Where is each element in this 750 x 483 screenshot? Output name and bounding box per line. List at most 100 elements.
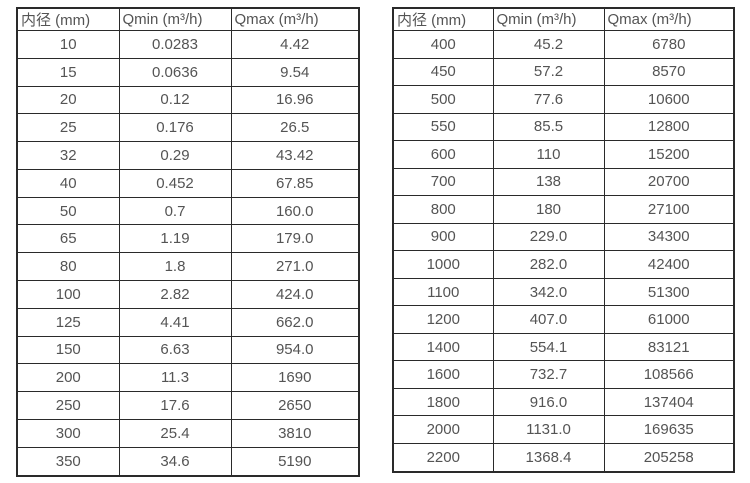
diameter-cell: 700 bbox=[392, 167, 494, 197]
qmin-cell: 0.0283 bbox=[118, 30, 232, 59]
table-row: 2200 1368.4 205258 bbox=[392, 442, 735, 473]
diameter-cell: 250 bbox=[16, 391, 120, 420]
table-row: 1000 282.0 42400 bbox=[392, 250, 735, 279]
diameter-cell: 40 bbox=[16, 168, 120, 198]
table-row: 2000 1131.0 169635 bbox=[392, 415, 735, 444]
diameter-cell: 350 bbox=[16, 446, 120, 477]
table-row: 65 1.19 179.0 bbox=[16, 224, 360, 254]
qmin-cell: 110 bbox=[492, 140, 605, 169]
table-row: 900 229.0 34300 bbox=[392, 222, 735, 252]
qmax-cell: 83121 bbox=[603, 332, 735, 362]
qmin-cell: 1368.4 bbox=[492, 442, 605, 473]
qmin-cell: 34.6 bbox=[118, 446, 232, 477]
qmax-cell: 16.96 bbox=[230, 85, 360, 115]
table-row: 700 138 20700 bbox=[392, 167, 735, 197]
qmax-cell: 271.0 bbox=[230, 252, 360, 282]
qmax-cell: 20700 bbox=[603, 167, 735, 197]
qmin-cell: 1.19 bbox=[118, 224, 232, 254]
qmin-cell: 180 bbox=[492, 195, 605, 224]
header-row: 内径 (mm) Qmin (m³/h) Qmax (m³/h) bbox=[16, 7, 360, 31]
qmin-cell: 77.6 bbox=[492, 85, 605, 114]
table-row: 25 0.176 26.5 bbox=[16, 113, 360, 143]
diameter-cell: 1400 bbox=[392, 332, 494, 362]
diameter-cell: 10 bbox=[16, 30, 120, 59]
qmax-cell: 15200 bbox=[603, 140, 735, 169]
table-row: 20 0.12 16.96 bbox=[16, 85, 360, 115]
diameter-cell: 800 bbox=[392, 195, 494, 224]
qmax-cell: 108566 bbox=[603, 360, 735, 389]
qmax-cell: 8570 bbox=[603, 57, 735, 87]
qmin-cell: 407.0 bbox=[492, 305, 605, 334]
table-row: 40 0.452 67.85 bbox=[16, 168, 360, 198]
qmin-cell: 25.4 bbox=[118, 418, 232, 448]
qmin-cell: 0.12 bbox=[118, 85, 232, 115]
table-row: 500 77.6 10600 bbox=[392, 85, 735, 114]
qmin-cell: 0.29 bbox=[118, 141, 232, 170]
table-row: 1400 554.1 83121 bbox=[392, 332, 735, 362]
diameter-cell: 300 bbox=[16, 418, 120, 448]
table-row: 450 57.2 8570 bbox=[392, 57, 735, 87]
table-row: 1200 407.0 61000 bbox=[392, 305, 735, 334]
table-row: 400 45.2 6780 bbox=[392, 30, 735, 59]
header-qmin: Qmin (m³/h) bbox=[492, 7, 605, 31]
header-qmax: Qmax (m³/h) bbox=[230, 7, 360, 31]
table-row: 550 85.5 12800 bbox=[392, 112, 735, 142]
diameter-cell: 200 bbox=[16, 363, 120, 393]
qmax-cell: 26.5 bbox=[230, 113, 360, 143]
table-row: 1800 916.0 137404 bbox=[392, 387, 735, 417]
qmax-cell: 10600 bbox=[603, 85, 735, 114]
flow-table-large-diameters: 内径 (mm) Qmin (m³/h) Qmax (m³/h) 400 45.2 6… bbox=[392, 7, 735, 473]
qmin-cell: 916.0 bbox=[492, 387, 605, 417]
qmin-cell: 138 bbox=[492, 167, 605, 197]
table-row: 300 25.4 3810 bbox=[16, 418, 360, 448]
qmin-cell: 0.452 bbox=[118, 168, 232, 198]
qmax-cell: 27100 bbox=[603, 195, 735, 224]
diameter-cell: 15 bbox=[16, 57, 120, 87]
table-row: 100 2.82 424.0 bbox=[16, 280, 360, 309]
diameter-cell: 450 bbox=[392, 57, 494, 87]
diameter-cell: 600 bbox=[392, 140, 494, 169]
diameter-cell: 65 bbox=[16, 224, 120, 254]
table-row: 350 34.6 5190 bbox=[16, 446, 360, 477]
table-row: 15 0.0636 9.54 bbox=[16, 57, 360, 87]
qmin-cell: 4.41 bbox=[118, 307, 232, 337]
diameter-cell: 400 bbox=[392, 30, 494, 59]
table-row: 125 4.41 662.0 bbox=[16, 307, 360, 337]
table-row: 50 0.7 160.0 bbox=[16, 196, 360, 226]
table-row: 1100 342.0 51300 bbox=[392, 277, 735, 307]
table-row: 200 11.3 1690 bbox=[16, 363, 360, 393]
diameter-cell: 900 bbox=[392, 222, 494, 252]
diameter-cell: 80 bbox=[16, 252, 120, 282]
qmin-cell: 11.3 bbox=[118, 363, 232, 393]
qmax-cell: 662.0 bbox=[230, 307, 360, 337]
qmax-cell: 43.42 bbox=[230, 141, 360, 170]
qmax-cell: 3810 bbox=[230, 418, 360, 448]
qmax-cell: 67.85 bbox=[230, 168, 360, 198]
header-row: 内径 (mm) Qmin (m³/h) Qmax (m³/h) bbox=[392, 7, 735, 31]
diameter-cell: 550 bbox=[392, 112, 494, 142]
qmax-cell: 160.0 bbox=[230, 196, 360, 226]
qmin-cell: 0.7 bbox=[118, 196, 232, 226]
diameter-cell: 150 bbox=[16, 335, 120, 365]
diameter-cell: 1200 bbox=[392, 305, 494, 334]
qmin-cell: 17.6 bbox=[118, 391, 232, 420]
table-row: 600 110 15200 bbox=[392, 140, 735, 169]
qmax-cell: 61000 bbox=[603, 305, 735, 334]
table-body-small: 10 0.0283 4.42 15 0.0636 9.54 20 0.12 16.96 25 0.1… bbox=[16, 30, 360, 477]
header-qmax: Qmax (m³/h) bbox=[603, 7, 735, 31]
table-row: 10 0.0283 4.42 bbox=[16, 30, 360, 59]
table-row: 250 17.6 2650 bbox=[16, 391, 360, 420]
table-row: 32 0.29 43.42 bbox=[16, 141, 360, 170]
qmin-cell: 6.63 bbox=[118, 335, 232, 365]
qmax-cell: 5190 bbox=[230, 446, 360, 477]
qmax-cell: 205258 bbox=[603, 442, 735, 473]
qmax-cell: 2650 bbox=[230, 391, 360, 420]
diameter-cell: 20 bbox=[16, 85, 120, 115]
qmin-cell: 0.176 bbox=[118, 113, 232, 143]
qmax-cell: 51300 bbox=[603, 277, 735, 307]
qmax-cell: 34300 bbox=[603, 222, 735, 252]
diameter-cell: 32 bbox=[16, 141, 120, 170]
diameter-cell: 500 bbox=[392, 85, 494, 114]
diameter-cell: 1100 bbox=[392, 277, 494, 307]
qmin-cell: 57.2 bbox=[492, 57, 605, 87]
